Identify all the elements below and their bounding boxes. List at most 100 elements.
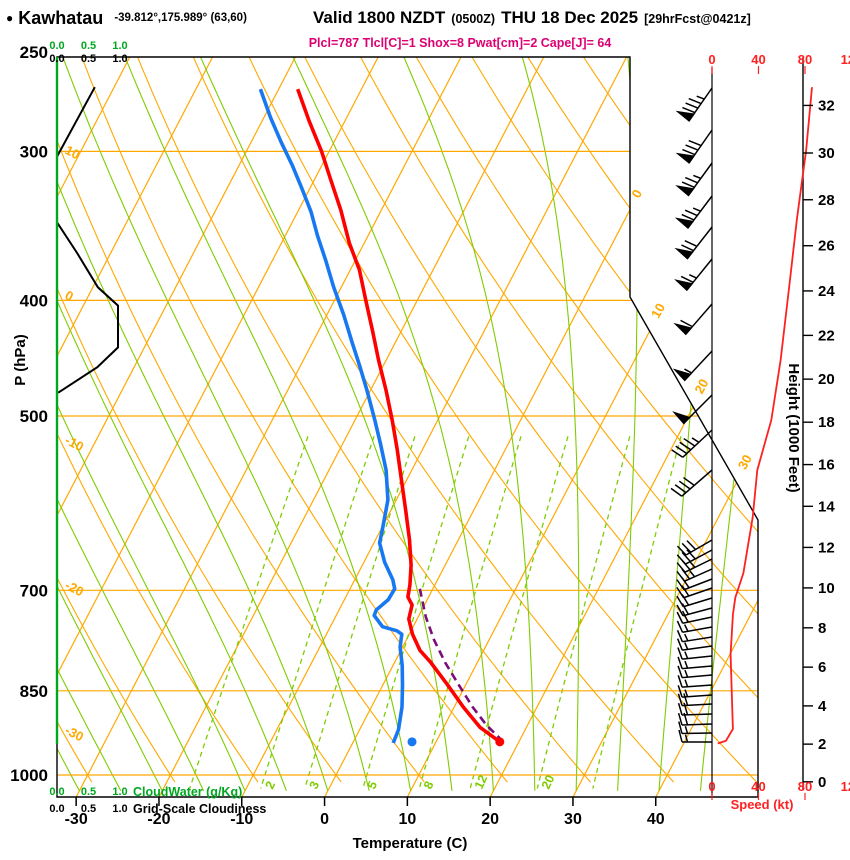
- temp-tick-label: -10: [230, 811, 253, 828]
- dry-adiabat-label: 10: [63, 142, 83, 162]
- cloudiness-scale-label: 0.0: [49, 53, 64, 65]
- isotherm-label: 0: [628, 187, 645, 200]
- forecast-tag: [29hrFcst@0421z]: [644, 12, 751, 26]
- speed-tick-label: 40: [751, 52, 765, 67]
- sounding-parameters: Plcl=787 Tlcl[C]=1 Shox=8 Pwat[cm]=2 Cap…: [308, 36, 612, 50]
- pressure-tick-label: 250: [20, 43, 48, 62]
- cloudiness-scale-label: 0.5: [81, 803, 96, 815]
- station-coords: -39.812°,175.989° (63,60): [114, 12, 247, 24]
- dry-adiabat-label: -10: [63, 432, 87, 454]
- station-bullet-icon: ●: [6, 11, 14, 25]
- temp-tick-label: 30: [564, 811, 582, 828]
- temp-tick-label: 40: [647, 811, 665, 828]
- temp-tick-label: -30: [65, 811, 88, 828]
- wind-barb: [670, 469, 713, 497]
- wind-barb: [673, 303, 713, 336]
- wind-barb: [676, 603, 713, 617]
- height-tick-label: 6: [818, 659, 826, 676]
- isotherm-label: 20: [691, 376, 711, 396]
- speed-tick-label: 0: [708, 52, 715, 67]
- height-tick-label: 20: [818, 371, 835, 388]
- wind-barb: [677, 665, 713, 679]
- wind-barb: [677, 656, 713, 670]
- wind-barb: [676, 630, 713, 643]
- pressure-tick-label: 1000: [10, 766, 48, 785]
- surface-dewpoint-dot: [407, 737, 417, 747]
- mixing-ratio-label: 3: [306, 779, 322, 791]
- temp-tick-label: 0: [320, 811, 329, 828]
- cloudwater-scale-label: 1.0: [112, 786, 127, 798]
- height-tick-label: 16: [818, 457, 835, 474]
- speed-tick-label: 40: [751, 779, 765, 794]
- cloudiness-scale-label: 1.0: [112, 803, 127, 815]
- dry-adiabat-label: 0: [63, 287, 76, 304]
- wind-barb: [674, 258, 713, 292]
- height-tick-label: 26: [818, 238, 835, 255]
- wind-barb: [677, 702, 713, 716]
- mixing-ratio-label: 8: [421, 779, 437, 791]
- wind-barb: [676, 610, 713, 624]
- speed-tick-label: 120: [841, 52, 850, 67]
- wind-barb: [672, 394, 713, 425]
- temp-tick-label: -20: [147, 811, 170, 828]
- cloudiness-scale-label: 1.0: [112, 53, 127, 65]
- mixing-ratio-label: 20: [539, 773, 558, 792]
- wind-barb: [676, 638, 713, 651]
- cloudwater-scale-label: 0.0: [49, 40, 64, 52]
- wind-barb: [676, 594, 713, 608]
- valid-zulu: (0500Z): [451, 12, 496, 26]
- wind-barb: [675, 162, 713, 197]
- wind-barb: [678, 729, 712, 743]
- dewpoint-profile: [258, 88, 405, 744]
- wind-barb: [678, 721, 713, 735]
- isotherm-label: 30: [735, 452, 755, 472]
- wind-barb: [676, 620, 713, 633]
- speed-tick-label: 80: [798, 779, 812, 794]
- height-tick-label: 32: [818, 97, 835, 114]
- temp-tick-label: 20: [481, 811, 499, 828]
- dry-adiabat-label: -30: [63, 722, 87, 744]
- cloudiness-scale-label: 0.5: [81, 53, 96, 65]
- height-tick-label: 30: [818, 145, 835, 162]
- mixing-ratio-label: 5: [365, 779, 381, 791]
- station-title: ● Kawhatau -39.812°,175.989° (63,60): [6, 8, 247, 29]
- pressure-tick-label: 400: [20, 291, 48, 310]
- cloudiness-axis-title: Grid-Scale Cloudiness: [133, 802, 266, 816]
- height-tick-label: 12: [818, 539, 835, 556]
- pressure-tick-label: 500: [20, 407, 48, 426]
- wind-barb: [674, 226, 713, 260]
- valid-time: Valid 1800 NZDT: [313, 8, 446, 27]
- height-axis-title: Height (1000 Feet): [785, 363, 802, 492]
- wind-barb: [675, 87, 713, 122]
- parcel-path: [418, 588, 503, 741]
- cloud-fraction-profile: [56, 86, 119, 394]
- height-tick-label: 10: [818, 580, 835, 597]
- speed-axis-title: Speed (kt): [731, 797, 794, 812]
- valid-time-row: Valid 1800 NZDT (0500Z) THU 18 Dec 2025 …: [313, 8, 751, 28]
- height-tick-label: 18: [818, 414, 835, 431]
- speed-tick-label: 0: [708, 779, 715, 794]
- wind-barb: [677, 693, 713, 707]
- wind-barb: [674, 195, 713, 230]
- temp-tick-label: 10: [398, 811, 416, 828]
- cloudwater-scale-label: 0.5: [81, 786, 96, 798]
- wind-barb: [677, 712, 713, 726]
- height-tick-label: 4: [818, 698, 827, 715]
- height-tick-label: 24: [818, 283, 835, 300]
- temperature-axis-title: Temperature (C): [353, 835, 468, 852]
- wind-speed-profile: [717, 87, 813, 745]
- temperature-profile: [296, 88, 501, 744]
- pressure-tick-label: 700: [20, 581, 48, 600]
- wind-barb: [671, 429, 713, 458]
- wind-barb: [675, 129, 713, 164]
- height-tick-label: 2: [818, 736, 826, 753]
- cloudwater-axis-title: CloudWater (g/Kg): [133, 785, 242, 799]
- pressure-tick-label: 850: [20, 682, 48, 701]
- valid-date: THU 18 Dec 2025: [501, 8, 639, 27]
- pressure-tick-label: 300: [20, 142, 48, 161]
- height-tick-label: 0: [818, 774, 826, 791]
- cloudiness-scale-label: 0.0: [49, 803, 64, 815]
- height-tick-label: 28: [818, 192, 835, 209]
